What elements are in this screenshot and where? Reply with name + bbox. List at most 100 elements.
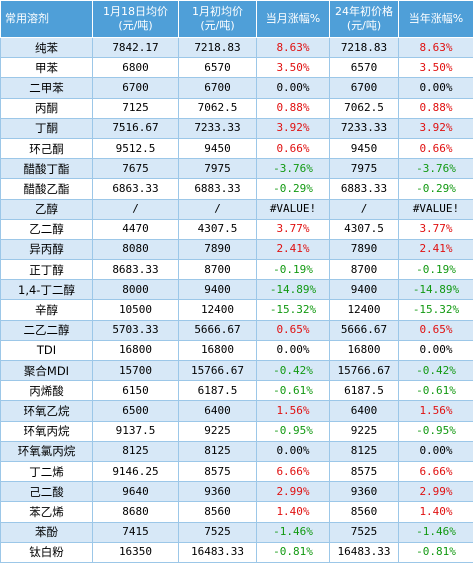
jan18-price-cell: 4470: [93, 219, 179, 239]
jan-start-price-cell: 8575: [179, 461, 257, 481]
jan18-price-cell: 15700: [93, 361, 179, 381]
solvent-name: 丙酮: [1, 98, 93, 118]
solvent-name: 环氧乙烷: [1, 401, 93, 421]
yearly-change-cell: -1.46%: [399, 522, 473, 542]
year-start-price-cell: 7233.33: [330, 118, 399, 138]
yearly-change-cell: 0.00%: [399, 340, 473, 360]
header-solvent: 常用溶剂: [1, 1, 93, 38]
yearly-change-cell: -0.81%: [399, 542, 473, 562]
table-row: 乙醇//#VALUE!/#VALUE!: [1, 199, 473, 219]
year-start-price-cell: 15766.67: [330, 361, 399, 381]
monthly-change-cell: -15.32%: [257, 300, 330, 320]
jan18-price-cell: 6700: [93, 78, 179, 98]
solvent-name: 纯苯: [1, 38, 93, 58]
monthly-change-cell: -0.29%: [257, 179, 330, 199]
year-start-price-cell: 8700: [330, 260, 399, 280]
jan-start-price-cell: 7890: [179, 239, 257, 259]
monthly-change-cell: 0.00%: [257, 441, 330, 461]
jan18-price-cell: 6863.33: [93, 179, 179, 199]
yearly-change-cell: 3.77%: [399, 219, 473, 239]
solvent-name: 己二酸: [1, 482, 93, 502]
jan18-price-cell: 16350: [93, 542, 179, 562]
jan18-price-cell: 9137.5: [93, 421, 179, 441]
jan18-price-cell: 6150: [93, 381, 179, 401]
header-yearly-change: 当年涨幅%: [399, 1, 473, 38]
monthly-change-cell: -0.81%: [257, 542, 330, 562]
jan-start-price-cell: 5666.67: [179, 320, 257, 340]
year-start-price-cell: 16800: [330, 340, 399, 360]
jan18-price-cell: 16800: [93, 340, 179, 360]
jan18-price-cell: 9146.25: [93, 461, 179, 481]
year-start-price-cell: 9450: [330, 138, 399, 158]
year-start-price-cell: 5666.67: [330, 320, 399, 340]
jan-start-price-cell: 6187.5: [179, 381, 257, 401]
year-start-price-cell: 4307.5: [330, 219, 399, 239]
jan-start-price-cell: 6570: [179, 58, 257, 78]
jan-start-price-cell: 16483.33: [179, 542, 257, 562]
monthly-change-cell: -14.89%: [257, 280, 330, 300]
jan-start-price-cell: 9450: [179, 138, 257, 158]
jan-start-price-cell: /: [179, 199, 257, 219]
header-jan18-price: 1月18日均价(元/吨): [93, 1, 179, 38]
jan-start-price-cell: 9400: [179, 280, 257, 300]
solvent-name: 聚合MDI: [1, 361, 93, 381]
jan-start-price-cell: 8560: [179, 502, 257, 522]
jan-start-price-cell: 8125: [179, 441, 257, 461]
yearly-change-cell: 8.63%: [399, 38, 473, 58]
year-start-price-cell: 12400: [330, 300, 399, 320]
solvent-name: 异丙醇: [1, 239, 93, 259]
jan18-price-cell: 7675: [93, 159, 179, 179]
year-start-price-cell: 6883.33: [330, 179, 399, 199]
yearly-change-cell: 6.66%: [399, 461, 473, 481]
year-start-price-cell: 6400: [330, 401, 399, 421]
yearly-change-cell: 2.41%: [399, 239, 473, 259]
monthly-change-cell: #VALUE!: [257, 199, 330, 219]
year-start-price-cell: 7525: [330, 522, 399, 542]
jan18-price-cell: 8125: [93, 441, 179, 461]
jan-start-price-cell: 6883.33: [179, 179, 257, 199]
solvent-name: 醋酸丁酯: [1, 159, 93, 179]
yearly-change-cell: -15.32%: [399, 300, 473, 320]
solvent-name: 乙醇: [1, 199, 93, 219]
solvent-name: 醋酸乙酯: [1, 179, 93, 199]
jan18-price-cell: 10500: [93, 300, 179, 320]
jan-start-price-cell: 7062.5: [179, 98, 257, 118]
jan-start-price-cell: 8700: [179, 260, 257, 280]
yearly-change-cell: 3.92%: [399, 118, 473, 138]
solvent-name: 钛白粉: [1, 542, 93, 562]
monthly-change-cell: 6.66%: [257, 461, 330, 481]
monthly-change-cell: 8.63%: [257, 38, 330, 58]
yearly-change-cell: -0.29%: [399, 179, 473, 199]
year-start-price-cell: 8560: [330, 502, 399, 522]
year-start-price-cell: 7062.5: [330, 98, 399, 118]
jan18-price-cell: 8683.33: [93, 260, 179, 280]
year-start-price-cell: 7975: [330, 159, 399, 179]
jan18-price-cell: 6800: [93, 58, 179, 78]
monthly-change-cell: 0.88%: [257, 98, 330, 118]
yearly-change-cell: -0.95%: [399, 421, 473, 441]
monthly-change-cell: -0.42%: [257, 361, 330, 381]
monthly-change-cell: 3.92%: [257, 118, 330, 138]
solvent-name: 1,4-丁二醇: [1, 280, 93, 300]
jan18-price-cell: 7125: [93, 98, 179, 118]
solvent-name: 环己酮: [1, 138, 93, 158]
jan-start-price-cell: 7218.83: [179, 38, 257, 58]
monthly-change-cell: -0.61%: [257, 381, 330, 401]
jan18-price-cell: 8680: [93, 502, 179, 522]
solvent-name: TDI: [1, 340, 93, 360]
